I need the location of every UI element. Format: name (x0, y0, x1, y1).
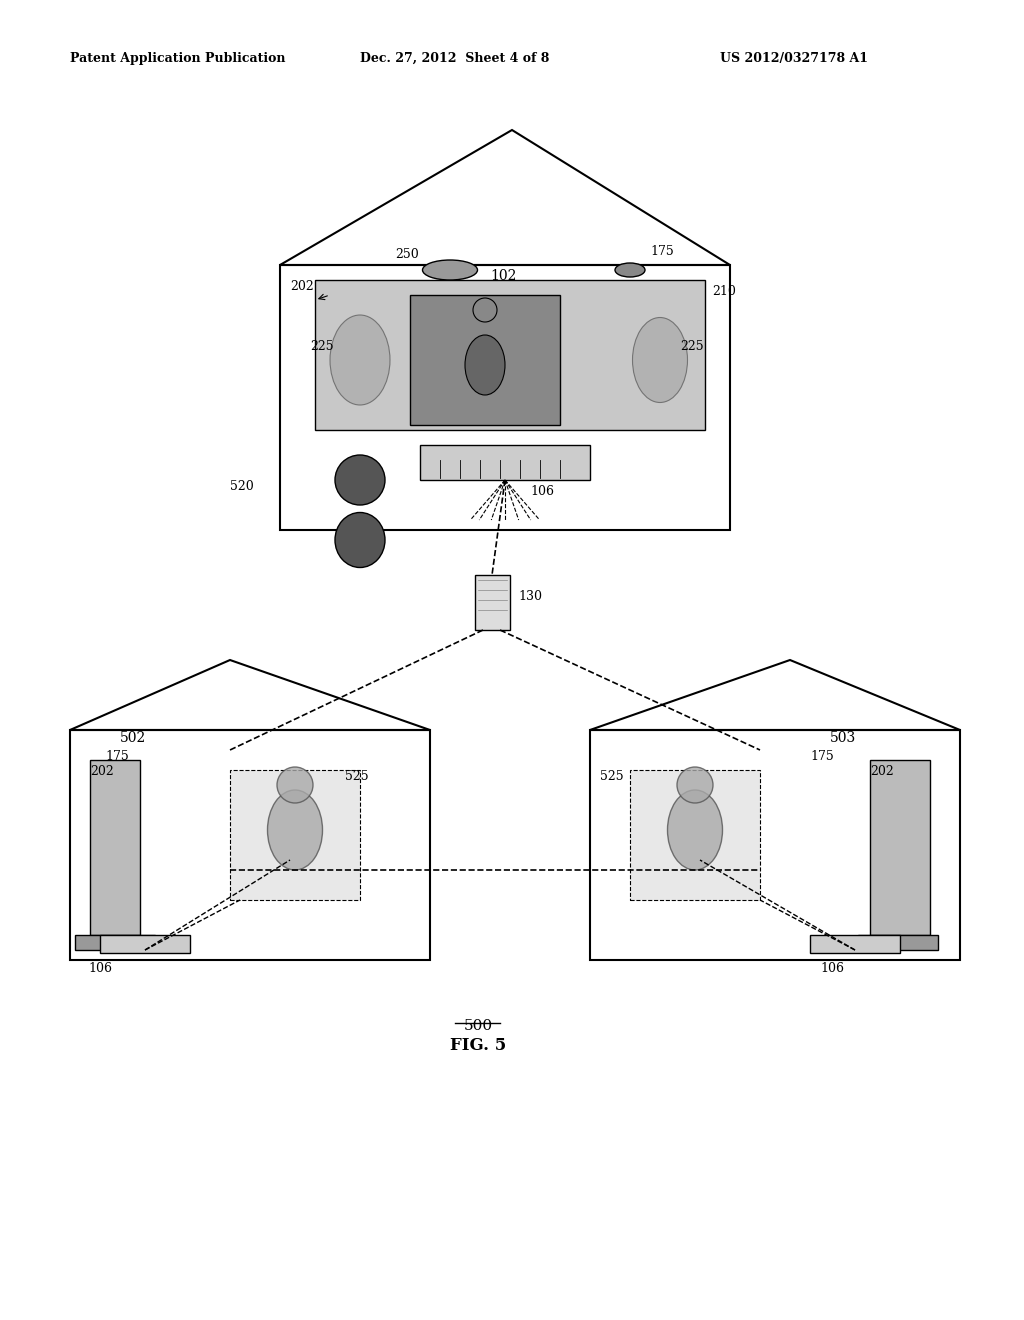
Text: 503: 503 (830, 731, 856, 744)
Bar (410, 294, 560, 425)
Ellipse shape (668, 789, 723, 870)
Text: Patent Application Publication: Patent Application Publication (70, 51, 286, 65)
Bar (90, 760, 140, 935)
Ellipse shape (465, 335, 505, 395)
Text: Dec. 27, 2012  Sheet 4 of 8: Dec. 27, 2012 Sheet 4 of 8 (360, 51, 549, 65)
Bar (590, 730, 961, 960)
Bar (315, 280, 705, 430)
Text: 502: 502 (120, 731, 146, 744)
Bar (475, 576, 510, 630)
Text: 202: 202 (90, 766, 114, 777)
Bar (280, 265, 730, 531)
Text: 525: 525 (345, 770, 369, 783)
Text: 500: 500 (464, 1019, 493, 1034)
Ellipse shape (335, 512, 385, 568)
Text: 525: 525 (600, 770, 624, 783)
Bar (858, 935, 938, 950)
Circle shape (473, 298, 497, 322)
Ellipse shape (423, 260, 477, 280)
Ellipse shape (267, 789, 323, 870)
Text: 250: 250 (395, 248, 419, 261)
Ellipse shape (330, 315, 390, 405)
Text: 106: 106 (530, 484, 554, 498)
Text: US 2012/0327178 A1: US 2012/0327178 A1 (720, 51, 868, 65)
Text: 202: 202 (870, 766, 894, 777)
Ellipse shape (633, 318, 687, 403)
Text: 225: 225 (680, 341, 703, 352)
Bar (630, 770, 760, 900)
Text: 202: 202 (290, 280, 313, 293)
Bar (870, 760, 930, 935)
Text: 175: 175 (650, 246, 674, 257)
Circle shape (677, 767, 713, 803)
Bar (70, 730, 430, 960)
Bar (420, 445, 590, 480)
Text: 175: 175 (810, 750, 834, 763)
Bar (75, 935, 155, 950)
Text: 225: 225 (310, 341, 334, 352)
Circle shape (335, 455, 385, 506)
Text: 175: 175 (105, 750, 129, 763)
Text: 106: 106 (88, 962, 112, 975)
Circle shape (278, 767, 313, 803)
Text: 102: 102 (490, 269, 516, 282)
Text: FIG. 5: FIG. 5 (450, 1038, 506, 1053)
Bar (810, 935, 900, 953)
Text: 210: 210 (712, 285, 736, 298)
Text: 130: 130 (518, 590, 542, 603)
Text: 106: 106 (820, 962, 844, 975)
Text: 520: 520 (230, 480, 254, 492)
Bar (100, 935, 190, 953)
Ellipse shape (615, 263, 645, 277)
Bar (230, 770, 360, 900)
